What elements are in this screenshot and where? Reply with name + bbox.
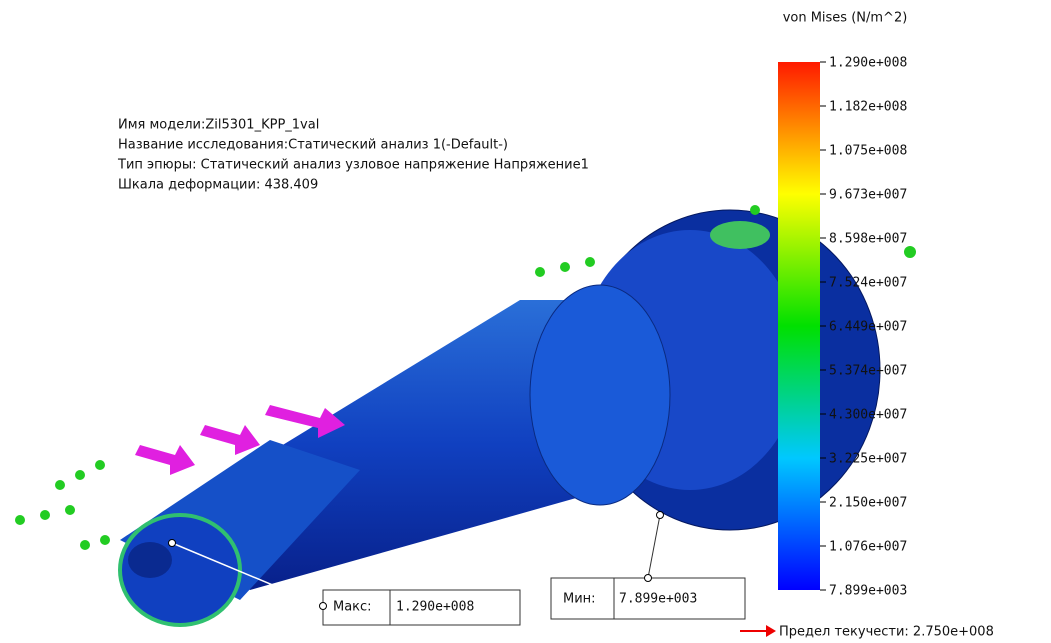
legend-tick-label: 4.300e+007: [829, 408, 907, 423]
legend-tick-label: 1.076e+007: [829, 540, 907, 555]
legend-tick-label: 1.290e+008: [829, 56, 907, 71]
yield-arrowhead: [766, 625, 776, 637]
collar: [530, 285, 670, 505]
viewport: Имя модели:Zil5301_KPP_1val Название иссл…: [0, 0, 1051, 643]
legend-tick-label: 1.075e+008: [829, 144, 907, 159]
info-block: Имя модели:Zil5301_KPP_1val Название иссл…: [117, 118, 589, 193]
legend-tick-label: 9.673e+007: [829, 188, 907, 203]
min-label: Мин:: [563, 592, 596, 607]
legend-tick-label: 3.225e+007: [829, 452, 907, 467]
legend-ticks: 1.290e+008 1.182e+008 1.075e+008 9.673e+007…: [820, 56, 907, 599]
max-anchor: [320, 603, 327, 610]
min-point: [657, 512, 664, 519]
min-leader: [648, 515, 660, 578]
color-bar: [778, 62, 820, 590]
center-hole: [128, 542, 172, 578]
info-line: Имя модели:Zil5301_KPP_1val: [118, 118, 319, 133]
max-point: [169, 540, 176, 547]
legend-tick-label: 1.182e+008: [829, 100, 907, 115]
legend-tick-label: 2.150e+007: [829, 496, 907, 511]
info-line: Тип эпюры: Статический анализ узловое на…: [117, 158, 589, 173]
legend-tick-label: 7.524e+007: [829, 276, 907, 291]
hotspot: [710, 221, 770, 249]
max-value: 1.290e+008: [396, 600, 474, 615]
max-label: Макс:: [333, 600, 372, 615]
yield-label: Предел текучести: 2.750e+008: [779, 625, 994, 640]
min-value: 7.899e+003: [619, 592, 697, 607]
legend-tick-label: 5.374e+007: [829, 364, 907, 379]
legend-tick-label: 7.899e+003: [829, 584, 907, 599]
info-line: Шкала деформации: 438.409: [118, 178, 318, 193]
min-anchor: [645, 575, 652, 582]
info-line: Название исследования:Статический анализ…: [118, 138, 508, 153]
legend-tick-label: 8.598e+007: [829, 232, 907, 247]
legend-tick-label: 6.449e+007: [829, 320, 907, 335]
legend-title: von Mises (N/m^2): [783, 11, 908, 26]
